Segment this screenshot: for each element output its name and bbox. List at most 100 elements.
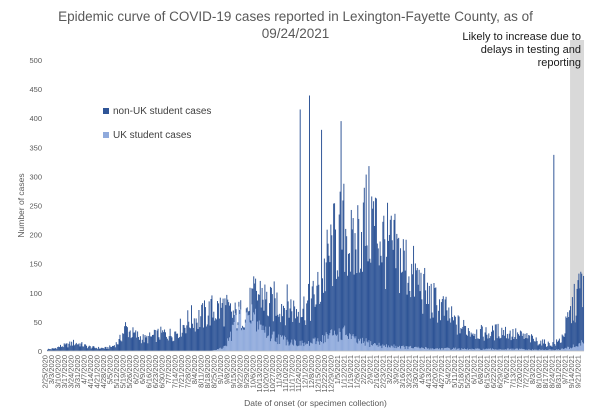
bar-uk-student <box>412 348 414 351</box>
bar-non-uk-student <box>327 243 329 339</box>
bar-non-uk-student <box>162 330 164 351</box>
bar-non-uk-student <box>549 345 551 350</box>
bar-non-uk-student <box>419 291 421 349</box>
bar-uk-student <box>500 349 502 351</box>
bar-non-uk-student <box>369 258 371 347</box>
bar-non-uk-student <box>566 317 568 349</box>
bar-non-uk-student <box>254 283 256 315</box>
bar-non-uk-student <box>356 273 358 343</box>
x-tick-label: 8/24/2021 <box>548 355 557 388</box>
bar-uk-student <box>489 348 491 351</box>
x-tick-label: 3/17/2020 <box>60 355 69 388</box>
bar-uk-student <box>254 314 256 351</box>
bar-uk-student <box>495 349 497 351</box>
bar-uk-student <box>523 349 525 351</box>
bar-non-uk-student <box>495 324 497 350</box>
bar-non-uk-student <box>445 296 447 348</box>
bar-uk-student <box>298 345 300 351</box>
bar-uk-student <box>540 350 542 351</box>
bar-non-uk-student <box>62 347 64 351</box>
bar-uk-student <box>413 348 415 351</box>
bar-uk-student <box>509 349 511 351</box>
bar-non-uk-student <box>161 332 163 351</box>
bar-uk-student <box>484 349 486 351</box>
bar-non-uk-student <box>466 335 468 349</box>
bar-uk-student <box>332 335 334 351</box>
bar-uk-student <box>555 349 557 351</box>
bar-uk-student <box>308 345 310 351</box>
bar-non-uk-student <box>57 347 59 351</box>
bar-non-uk-student <box>383 215 385 346</box>
bar-non-uk-student <box>426 282 428 349</box>
bar-uk-student <box>323 335 325 351</box>
bar-non-uk-student <box>454 316 456 348</box>
bar-non-uk-student <box>384 239 386 346</box>
bar-uk-student <box>409 346 411 351</box>
bar-non-uk-student <box>417 284 419 347</box>
bar-non-uk-student <box>451 306 453 350</box>
bar-uk-student <box>280 335 282 351</box>
bar-uk-student <box>337 341 339 351</box>
bar-non-uk-student <box>374 197 376 344</box>
bar-non-uk-student <box>438 310 440 350</box>
bar-uk-student <box>524 349 526 351</box>
bar-uk-student <box>553 350 555 351</box>
bar-uk-student <box>253 312 255 351</box>
x-tick-label: 2/16/2021 <box>372 355 381 388</box>
bar-uk-student <box>471 348 473 351</box>
bar-non-uk-student <box>257 294 259 330</box>
bar-uk-student <box>531 349 533 351</box>
bar-non-uk-student <box>98 346 100 351</box>
bar-uk-student <box>249 322 251 351</box>
bar-non-uk-student <box>583 275 585 344</box>
x-tick-label: 5/11/2021 <box>450 355 459 388</box>
bar-non-uk-student <box>89 346 91 351</box>
bar-non-uk-student <box>252 288 254 322</box>
bar-non-uk-student <box>409 290 411 347</box>
bar-non-uk-student <box>474 333 476 350</box>
bar-non-uk-student <box>414 263 416 347</box>
bar-non-uk-student <box>497 323 499 350</box>
bar-uk-student <box>528 349 530 351</box>
bar-non-uk-student <box>505 338 507 350</box>
bar-uk-student <box>519 348 521 351</box>
bar-non-uk-student <box>59 347 61 351</box>
bar-non-uk-student <box>471 334 473 349</box>
bar-uk-student <box>413 347 415 351</box>
bar-uk-student <box>518 348 520 351</box>
bar-non-uk-student <box>199 327 201 351</box>
bar-uk-student <box>369 346 371 351</box>
bar-uk-student <box>450 349 452 351</box>
bar-non-uk-student <box>256 300 258 322</box>
bar-uk-student <box>345 335 347 351</box>
bar-non-uk-student <box>332 286 334 336</box>
bar-non-uk-student <box>492 330 494 350</box>
bar-non-uk-student <box>219 297 221 348</box>
bar-non-uk-student <box>271 294 273 335</box>
bar-uk-student <box>387 347 389 351</box>
bar-non-uk-student <box>476 329 478 349</box>
bar-non-uk-student <box>281 304 283 337</box>
bar-non-uk-student <box>282 305 284 340</box>
bar-non-uk-student <box>465 325 467 350</box>
bar-uk-student <box>394 348 396 351</box>
bar-non-uk-student <box>415 270 417 347</box>
bar-non-uk-student <box>367 261 369 343</box>
bar-non-uk-student <box>273 281 275 332</box>
bar-non-uk-student <box>528 334 530 350</box>
bar-non-uk-student <box>72 345 74 351</box>
bar-uk-student <box>235 315 237 351</box>
bar-non-uk-student <box>151 336 153 351</box>
bar-uk-student <box>544 349 546 351</box>
bar-non-uk-student <box>277 314 279 345</box>
bar-non-uk-student <box>85 344 87 351</box>
y-tick-label: 0 <box>38 347 42 356</box>
bar-non-uk-student <box>577 280 579 347</box>
bar-uk-student <box>438 349 440 351</box>
x-tick-label: 5/12/2020 <box>112 355 121 388</box>
bar-non-uk-student <box>193 318 195 351</box>
bar-uk-student <box>217 349 219 351</box>
bar-uk-student <box>326 334 328 351</box>
bar-uk-student <box>434 349 436 351</box>
bar-non-uk-student <box>226 294 228 347</box>
